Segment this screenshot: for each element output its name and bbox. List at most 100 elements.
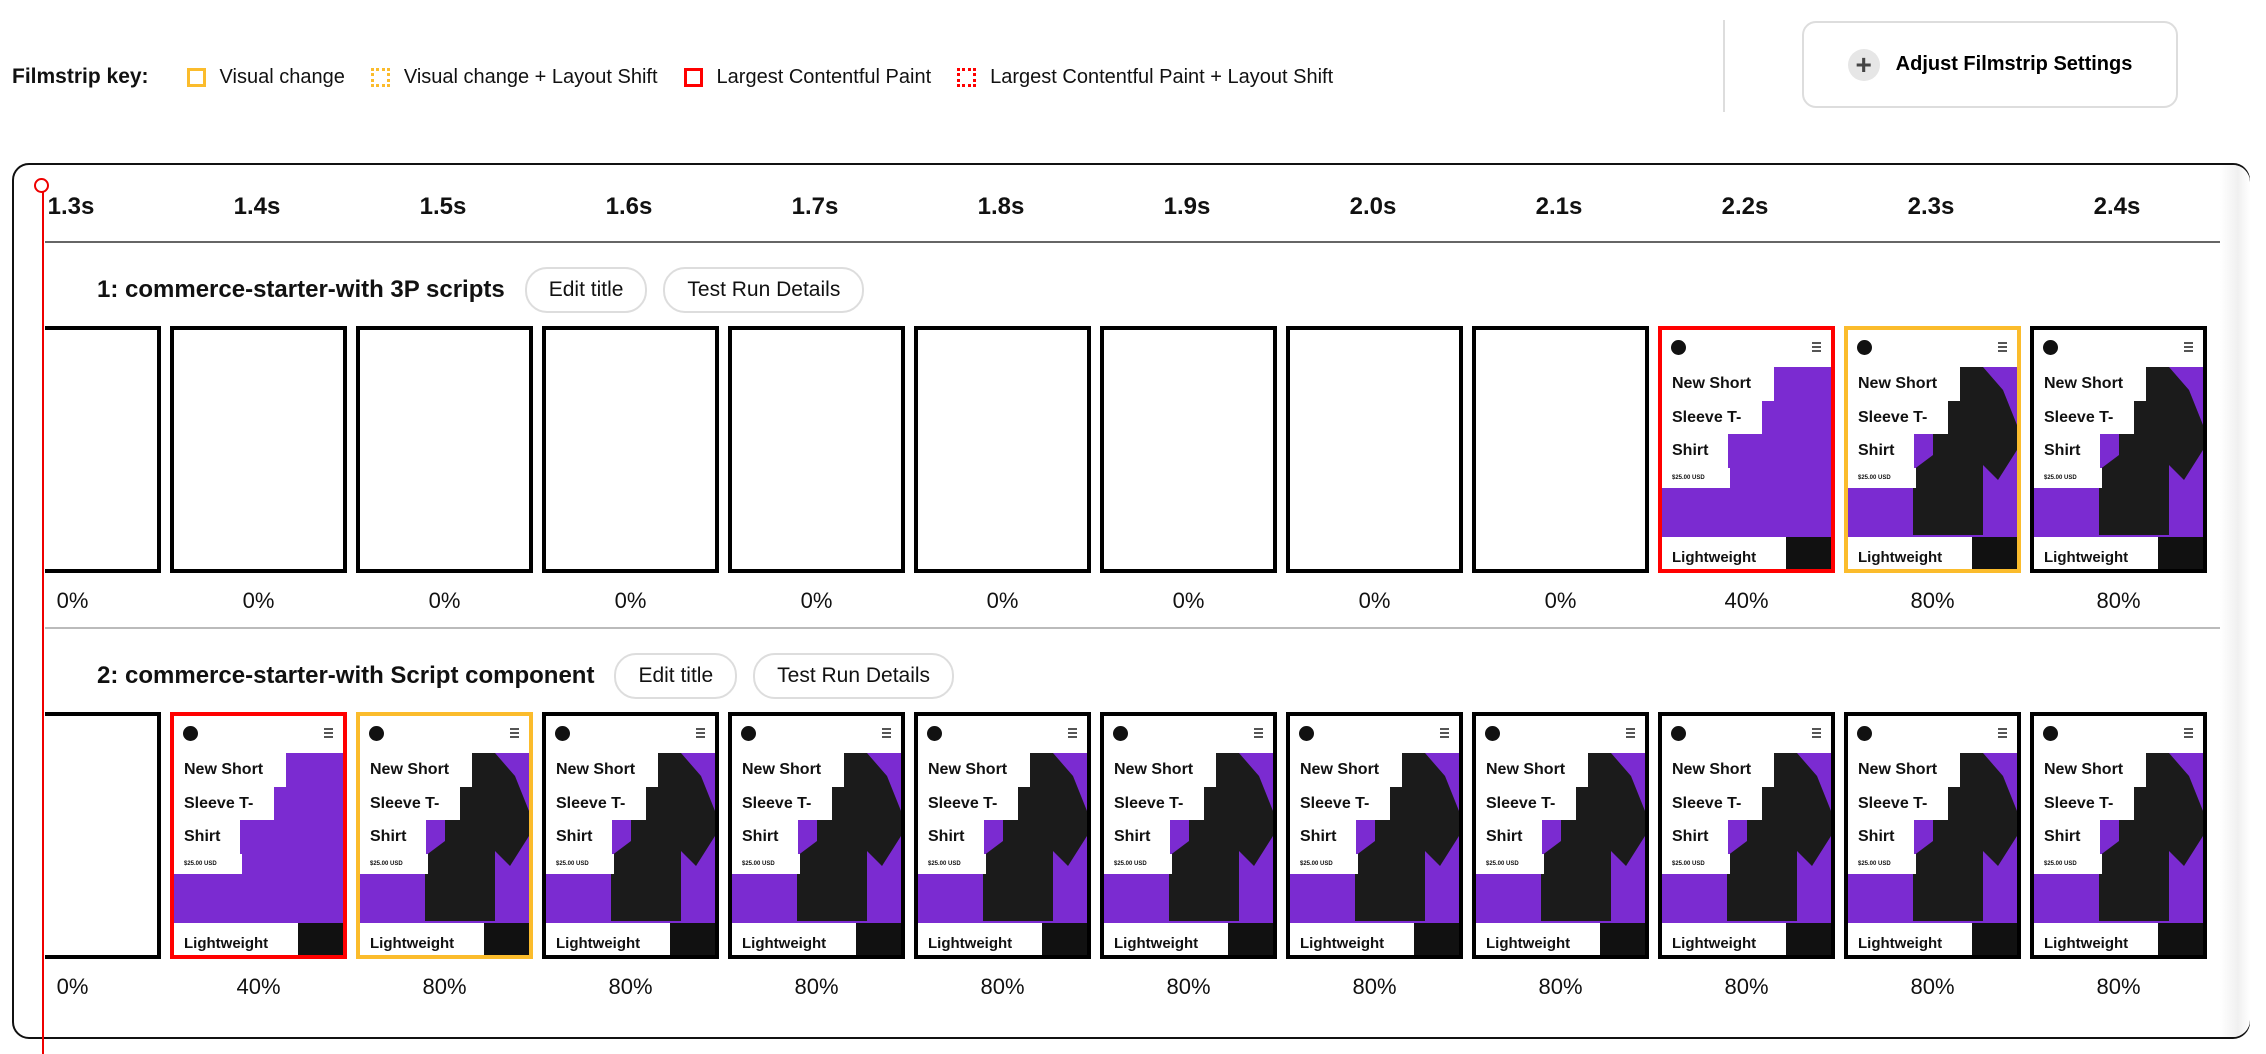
timeline-tick: 1.4s: [233, 193, 281, 220]
thumbnail-text: Shirt: [2034, 434, 2100, 468]
test-run-name: 1: commerce-starter-with 3P scripts: [97, 276, 505, 303]
logo-icon: [1485, 726, 1500, 741]
playhead-handle[interactable]: [34, 178, 49, 193]
thumbnail-text: New Short: [1848, 753, 1960, 787]
thumbnail-header: [360, 716, 529, 753]
frame-thumbnail: New Short Sleeve T- Shirt $25.00 USD Lightwe…: [1290, 716, 1459, 955]
thumbnail-text: New Short: [1290, 753, 1402, 787]
thumbnail-text: Lightweight: [1476, 923, 1600, 955]
thumbnail-header: [2034, 716, 2203, 753]
thumbnail-text: Shirt: [1848, 434, 1914, 468]
thumbnail-text: New Short: [1662, 753, 1774, 787]
thumbnail-text: $25.00 USD: [732, 854, 800, 874]
logo-icon: [2043, 340, 2058, 355]
thumbnail-header: [1290, 716, 1459, 753]
visual-progress-label: 0%: [242, 588, 275, 613]
test-run-title: 2: commerce-starter-with Script componen…: [97, 653, 955, 699]
thumbnail-text: Lightweight: [732, 923, 856, 955]
filmstrip-frame[interactable]: [1472, 326, 1649, 573]
frame-thumbnail: New Short Sleeve T- Shirt $25.00 USD Lightwe…: [1104, 716, 1273, 955]
timeline-tick: 2.4s: [2093, 193, 2141, 220]
logo-icon: [1857, 340, 1872, 355]
key-swatch-icon: [683, 67, 703, 87]
filmstrip-frame[interactable]: [170, 326, 347, 573]
thumbnail-text: Shirt: [174, 820, 240, 854]
filmstrip-frame[interactable]: New Short Sleeve T- Shirt $25.00 USD Lightwe…: [1286, 712, 1463, 959]
thumbnail-text: $25.00 USD: [2034, 468, 2102, 488]
visual-progress-label: 80%: [2096, 974, 2141, 999]
frame-thumbnail: New Short Sleeve T- Shirt $25.00 USD Lightwe…: [2034, 716, 2203, 955]
timeline-tick: 1.6s: [605, 193, 653, 220]
tshirt-image: [1355, 753, 1459, 921]
logo-icon: [183, 726, 198, 741]
thumbnail-text: $25.00 USD: [174, 854, 242, 874]
filmstrip-frame[interactable]: New Short Sleeve T- Shirt $25.00 USD Lightwe…: [1100, 712, 1277, 959]
key-swatch-icon: [370, 67, 390, 87]
thumbnail-text: Lightweight: [1662, 923, 1786, 955]
thumbnail-text: Sleeve T-: [1476, 787, 1576, 820]
test-run-details-button[interactable]: Test Run Details: [663, 267, 865, 313]
timeline-tick: 1.7s: [791, 193, 839, 220]
key-item: Visual change: [186, 66, 345, 89]
tshirt-image: [1541, 753, 1645, 921]
filmstrip-frame[interactable]: New Short Sleeve T- Shirt $25.00 USD Lightwe…: [1844, 326, 2021, 573]
filmstrip-frame[interactable]: [45, 326, 161, 573]
thumbnail-text: Lightweight: [1848, 923, 1972, 955]
test-run-details-button[interactable]: Test Run Details: [753, 653, 955, 699]
menu-icon: [2184, 342, 2193, 352]
visual-progress-label: 80%: [1910, 588, 1955, 613]
tshirt-image: [1913, 753, 2017, 921]
filmstrip-frame[interactable]: [542, 326, 719, 573]
filmstrip-frame[interactable]: New Short Sleeve T- Shirt $25.00 USD Lightwe…: [356, 712, 533, 959]
visual-progress-label: 0%: [56, 974, 89, 999]
filmstrip-frame[interactable]: [1286, 326, 1463, 573]
visual-progress-label: 80%: [1910, 974, 1955, 999]
visual-progress-label: 0%: [800, 588, 833, 613]
filmstrip-frame[interactable]: [1100, 326, 1277, 573]
timeline-tick: 1.5s: [419, 193, 467, 220]
visual-progress-label: 80%: [1538, 974, 1583, 999]
filmstrip-frame[interactable]: New Short Sleeve T- Shirt $25.00 USD Lightwe…: [728, 712, 905, 959]
adjust-filmstrip-settings-button[interactable]: + Adjust Filmstrip Settings: [1802, 21, 2178, 108]
filmstrip-frame[interactable]: New Short Sleeve T- Shirt $25.00 USD Lightwe…: [2030, 326, 2207, 573]
filmstrip-frame[interactable]: [45, 712, 161, 959]
menu-icon: [1254, 728, 1263, 738]
menu-icon: [1440, 728, 1449, 738]
filmstrip-frame[interactable]: New Short Sleeve T- Shirt $25.00 USD Lightwe…: [1472, 712, 1649, 959]
thumbnail-text: Lightweight: [360, 923, 484, 955]
visual-progress-label: 40%: [236, 974, 281, 999]
thumbnail-text: New Short: [2034, 367, 2146, 401]
logo-icon: [2043, 726, 2058, 741]
filmstrip-frame[interactable]: New Short Sleeve T- Shirt $25.00 USD Lightwe…: [542, 712, 719, 959]
edit-title-button[interactable]: Edit title: [614, 653, 738, 699]
filmstrip-frame[interactable]: New Short Sleeve T- Shirt $25.00 USD Lightwe…: [170, 712, 347, 959]
tshirt-image: [425, 753, 529, 921]
thumbnail-text: Sleeve T-: [1848, 401, 1948, 434]
filmstrip-viewport[interactable]: 1.3s 1.4s 1.5s 1.6s 1.7s 1.8s 1.9s 2.0s 2.1s 2.2s…: [45, 165, 2220, 1037]
edit-title-button[interactable]: Edit title: [524, 267, 648, 313]
key-label: Visual change + Layout Shift: [403, 65, 658, 88]
filmstrip-frame[interactable]: New Short Sleeve T- Shirt $25.00 USD Lightwe…: [1658, 326, 1835, 573]
menu-icon: [510, 728, 519, 738]
filmstrip-frame[interactable]: New Short Sleeve T- Shirt $25.00 USD Lightwe…: [1844, 712, 2021, 959]
row-divider: [45, 627, 2220, 629]
frame-thumbnail: New Short Sleeve T- Shirt $25.00 USD Lightwe…: [2034, 330, 2203, 569]
thumbnail-text: Shirt: [918, 820, 984, 854]
filmstrip-frame[interactable]: New Short Sleeve T- Shirt $25.00 USD Lightwe…: [914, 712, 1091, 959]
filmstrip-frame[interactable]: [356, 326, 533, 573]
thumbnail-text: New Short: [360, 753, 472, 787]
filmstrip-frame[interactable]: New Short Sleeve T- Shirt $25.00 USD Lightwe…: [1658, 712, 1835, 959]
horizontal-scroll-edge[interactable]: [2220, 165, 2250, 1037]
thumbnail-text: $25.00 USD: [546, 854, 614, 874]
logo-icon: [1857, 726, 1872, 741]
filmstrip-frame[interactable]: [914, 326, 1091, 573]
thumbnail-text: $25.00 USD: [1476, 854, 1544, 874]
menu-icon: [1998, 342, 2007, 352]
thumbnail-text: $25.00 USD: [918, 854, 986, 874]
frame-thumbnail: New Short Sleeve T- Shirt $25.00 USD Lightwe…: [1662, 330, 1831, 569]
timeline-tick: 2.1s: [1535, 193, 1583, 220]
logo-icon: [927, 726, 942, 741]
filmstrip-frame[interactable]: [728, 326, 905, 573]
thumbnail-text: New Short: [1104, 753, 1216, 787]
filmstrip-frame[interactable]: New Short Sleeve T- Shirt $25.00 USD Lightwe…: [2030, 712, 2207, 959]
